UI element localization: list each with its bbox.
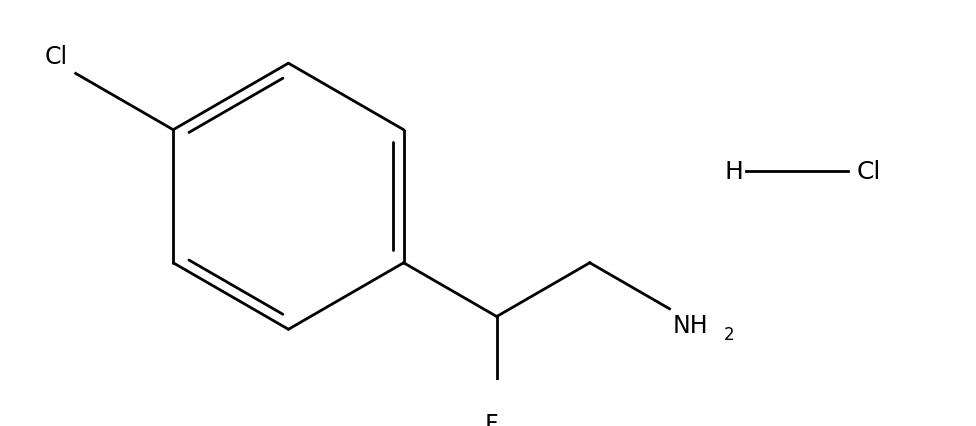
Text: F: F (485, 412, 499, 426)
Text: Cl: Cl (857, 159, 880, 183)
Text: 2: 2 (724, 325, 734, 343)
Text: NH: NH (672, 313, 709, 337)
Text: H: H (725, 159, 744, 183)
Text: Cl: Cl (44, 45, 67, 69)
